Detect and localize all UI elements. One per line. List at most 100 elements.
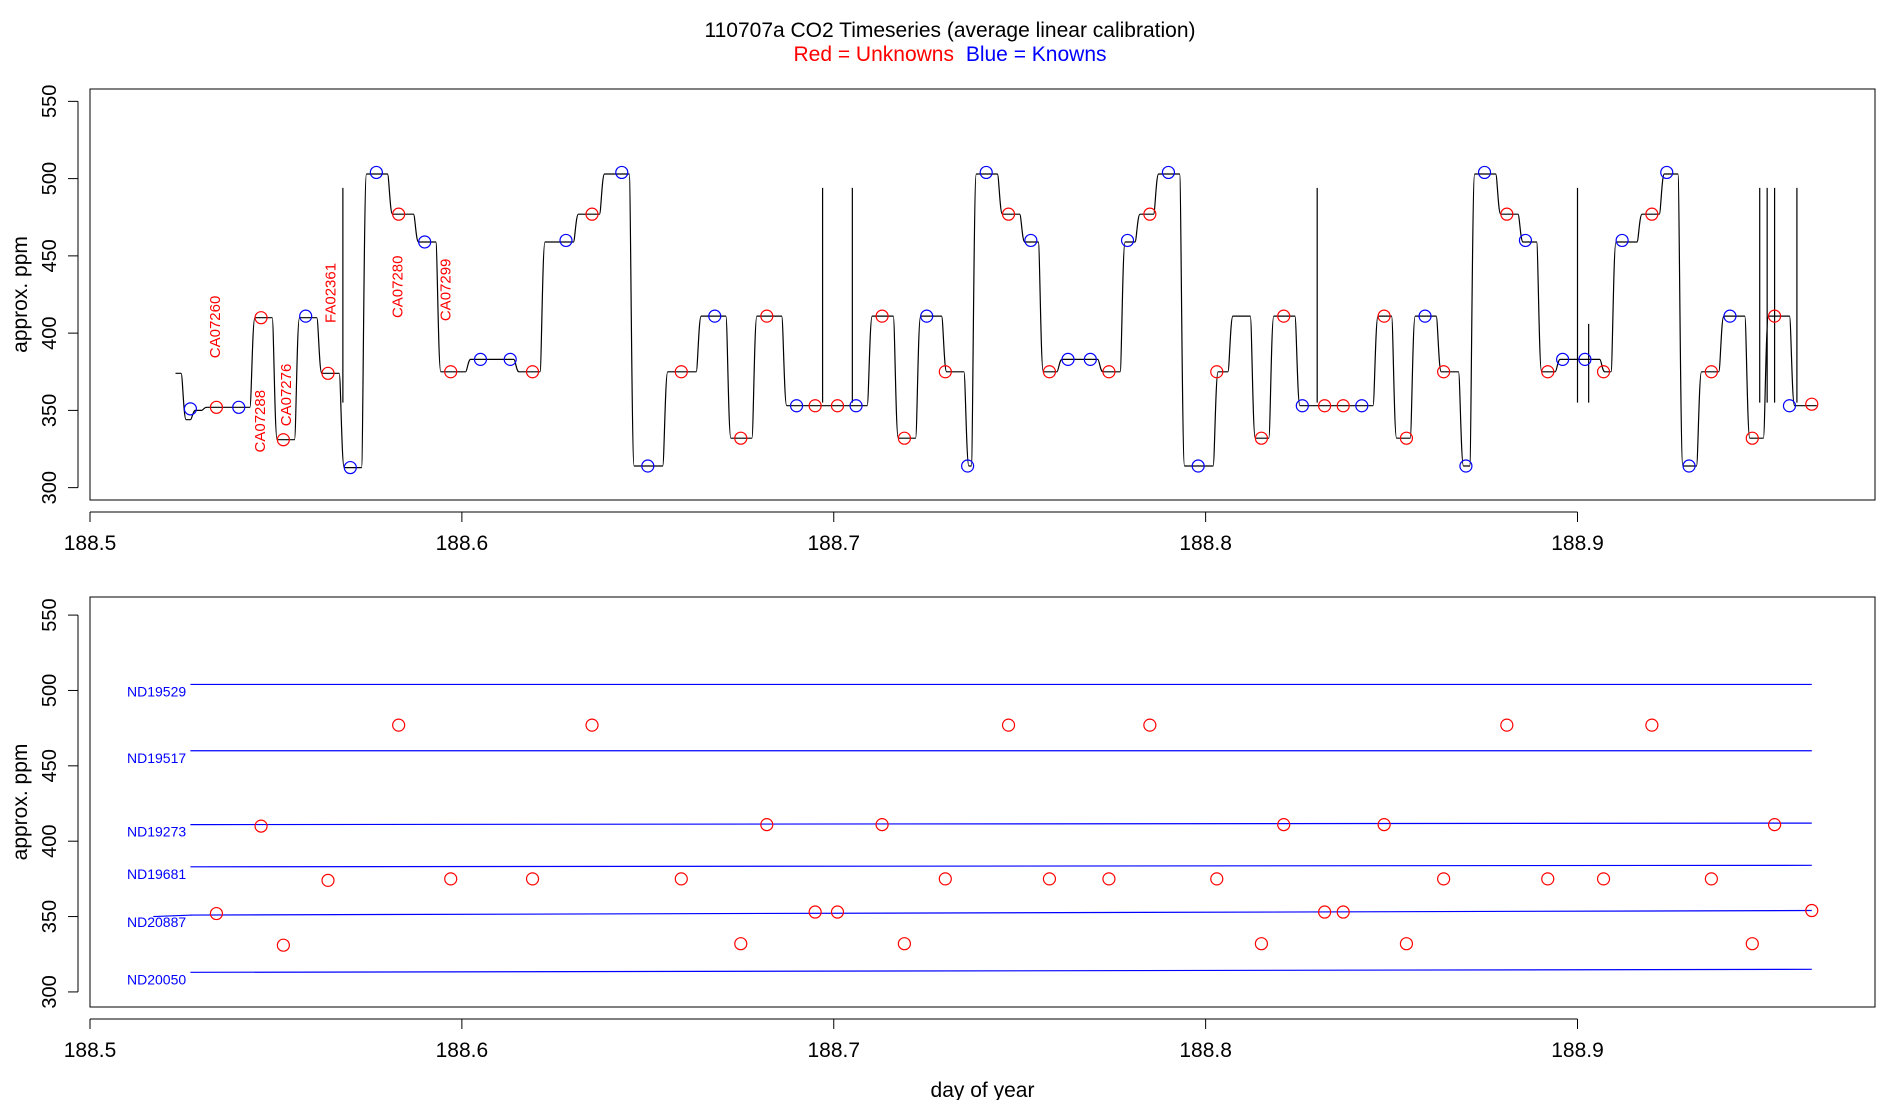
known-point xyxy=(641,459,655,473)
unknown-point xyxy=(734,431,748,445)
x-tick-label: 188.9 xyxy=(1551,532,1604,555)
known-point xyxy=(1782,399,1797,413)
known-point xyxy=(708,309,722,323)
unknown-point xyxy=(1210,365,1224,379)
x-tick-label: 188.8 xyxy=(1179,532,1232,555)
unknown-point xyxy=(875,818,889,832)
reference-line xyxy=(190,909,1812,916)
x-tick-label: 188.5 xyxy=(64,532,117,555)
y-axis-label: approx. ppm xyxy=(9,744,32,861)
unknown-point xyxy=(1500,207,1514,221)
unknown-point xyxy=(276,433,290,447)
known-point xyxy=(559,233,573,248)
unknown-point xyxy=(1745,431,1759,445)
unknown-point xyxy=(1102,365,1116,379)
known-point xyxy=(343,460,357,475)
unknown-point xyxy=(585,718,599,732)
unknown-point xyxy=(1596,872,1611,886)
known-point xyxy=(615,165,629,180)
known-point xyxy=(1355,399,1369,413)
unknown-point xyxy=(674,872,688,886)
unknown-point xyxy=(1336,905,1350,919)
known-point xyxy=(1682,459,1696,473)
y-tick-label: 550 xyxy=(39,598,61,631)
unknown-point xyxy=(875,309,889,323)
co2-trace-line xyxy=(175,173,1817,469)
subtitle-knowns: Blue = Knowns xyxy=(966,43,1107,66)
y-axis-label: approx. ppm xyxy=(9,236,32,353)
known-point xyxy=(1578,352,1592,366)
unknown-point xyxy=(1500,718,1514,732)
unknown-point xyxy=(1399,937,1414,951)
unknown-point xyxy=(254,819,268,833)
x-tick-label: 188.7 xyxy=(807,1039,860,1062)
known-point xyxy=(1477,165,1492,180)
top-panel-timeseries: 300 350 400 450 500 550 188.5 188.6 188.7 188.8 18… xyxy=(9,85,1876,555)
sample-annotation: CA07288 xyxy=(252,390,269,453)
y-tick-label: 350 xyxy=(39,394,61,427)
unknown-point xyxy=(830,399,845,413)
known-point xyxy=(1295,399,1309,413)
unknown-point xyxy=(938,365,952,379)
unknown-point xyxy=(1805,397,1819,411)
unknown-point xyxy=(392,207,406,221)
unknown-point xyxy=(1254,431,1269,445)
plot-frame xyxy=(89,88,1876,501)
unknown-point xyxy=(1254,937,1269,951)
unknown-point xyxy=(897,431,912,445)
unknown-point xyxy=(1645,718,1659,732)
known-point xyxy=(183,402,198,416)
unknown-point xyxy=(276,938,290,952)
reference-line-label: ND19517 xyxy=(127,750,186,766)
unknown-point xyxy=(1437,872,1451,886)
x-tick-label: 188.5 xyxy=(64,1039,117,1062)
unknown-point xyxy=(808,905,822,919)
unknown-point xyxy=(209,906,224,921)
known-point xyxy=(299,309,313,323)
known-point xyxy=(1120,233,1135,248)
y-tick-label: 550 xyxy=(39,85,61,118)
known-point xyxy=(789,399,804,413)
unknown-point xyxy=(444,872,458,886)
known-point xyxy=(961,459,975,473)
unknown-point xyxy=(1596,365,1611,379)
unknown-point xyxy=(897,937,912,951)
unknown-point xyxy=(585,207,599,221)
x-tick-label: 188.6 xyxy=(436,1039,489,1062)
reference-line xyxy=(190,864,1812,868)
unknown-point xyxy=(1336,399,1350,413)
y-tick-label: 500 xyxy=(39,674,61,707)
unknown-point xyxy=(830,905,845,919)
unknown-point xyxy=(938,872,952,886)
known-point xyxy=(1723,309,1737,323)
known-point xyxy=(232,400,246,414)
known-point xyxy=(1191,459,1205,473)
known-point xyxy=(1615,233,1629,248)
x-tick-label: 188.8 xyxy=(1179,1039,1232,1062)
known-point xyxy=(503,352,517,366)
unknown-point xyxy=(760,309,774,323)
known-point xyxy=(473,352,488,366)
unknown-point xyxy=(1541,365,1555,379)
subtitle-unknowns: Red = Unknowns xyxy=(793,43,954,66)
known-point xyxy=(1024,233,1038,248)
sample-annotation: CA07260 xyxy=(207,296,224,359)
known-point xyxy=(1660,165,1674,180)
unknown-point xyxy=(1318,905,1332,919)
chart-title: 110707a CO2 Timeseries (average linear c… xyxy=(704,19,1195,42)
unknown-point xyxy=(1042,365,1057,379)
unknown-point xyxy=(1001,718,1016,732)
unknown-point xyxy=(1704,872,1718,886)
known-point xyxy=(1459,459,1473,473)
unknown-point xyxy=(1437,365,1451,379)
reference-line-label: ND20887 xyxy=(127,914,186,930)
y-tick-label: 300 xyxy=(39,471,61,504)
known-point xyxy=(1061,352,1075,366)
reference-line xyxy=(190,968,1812,973)
y-tick-label: 400 xyxy=(39,825,61,858)
sample-annotation: CA07276 xyxy=(278,364,295,427)
y-tick-label: 500 xyxy=(39,162,61,195)
unknown-point xyxy=(525,365,540,379)
unknown-point xyxy=(392,718,406,732)
